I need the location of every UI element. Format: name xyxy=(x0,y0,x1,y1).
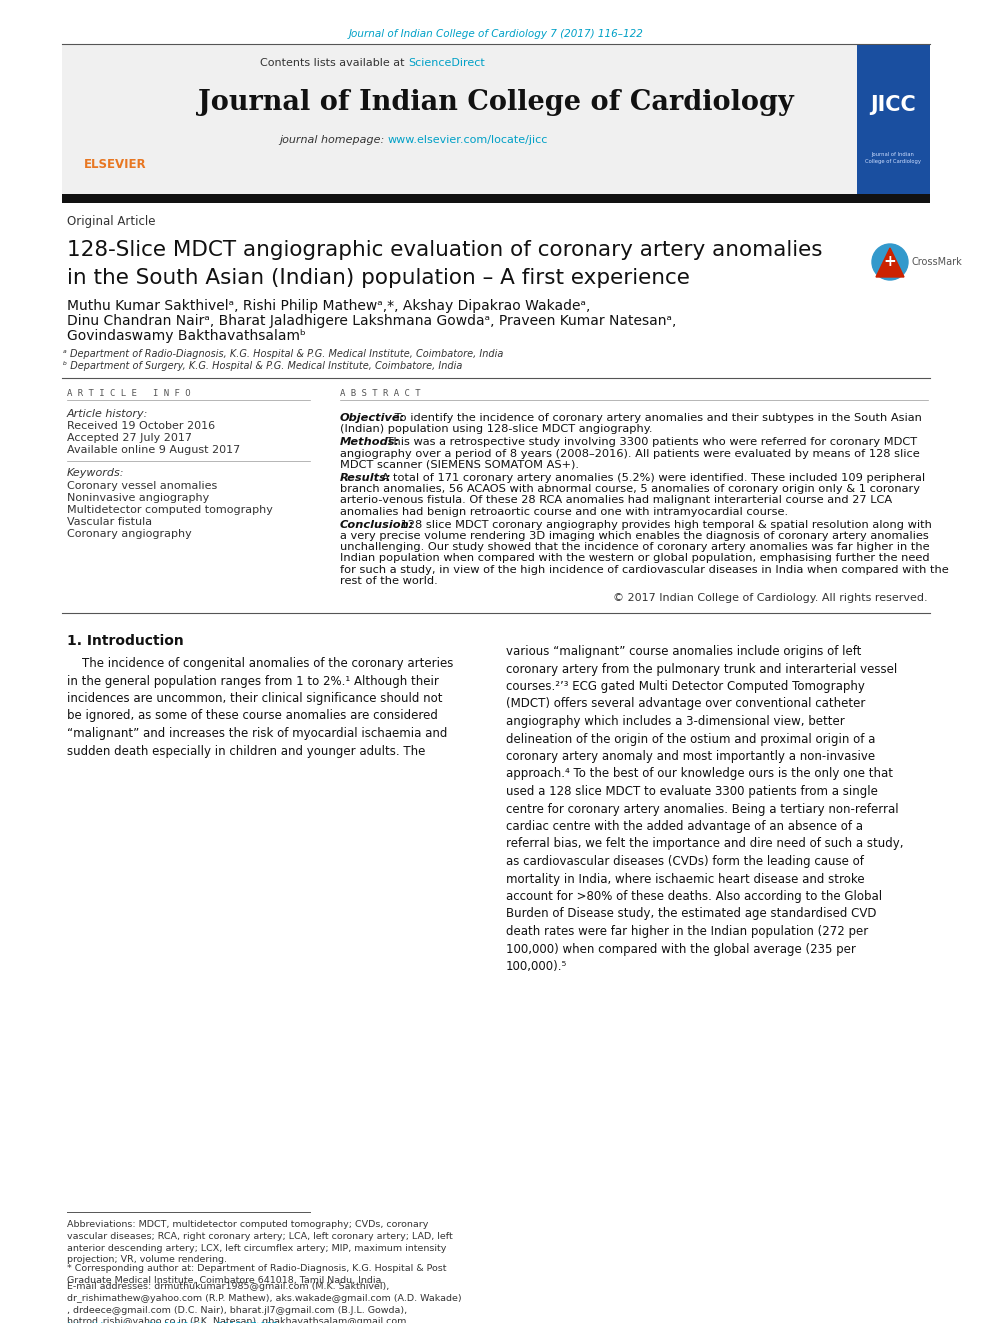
Text: branch anomalies, 56 ACAOS with abnormal course, 5 anomalies of coronary origin : branch anomalies, 56 ACAOS with abnormal… xyxy=(340,484,920,495)
Bar xyxy=(62,194,930,202)
Text: To identify the incidence of coronary artery anomalies and their subtypes in the: To identify the incidence of coronary ar… xyxy=(391,413,922,423)
Bar xyxy=(857,45,930,194)
Polygon shape xyxy=(876,247,904,277)
Text: Dinu Chandran Nairᵃ, Bharat Jaladhigere Lakshmana Gowdaᵃ, Praveen Kumar Natesanᵃ: Dinu Chandran Nairᵃ, Bharat Jaladhigere … xyxy=(67,314,677,328)
Text: Abbreviations: MDCT, multidetector computed tomography; CVDs, coronary
vascular : Abbreviations: MDCT, multidetector compu… xyxy=(67,1220,452,1265)
Text: Govindaswamy Bakthavathsalamᵇ: Govindaswamy Bakthavathsalamᵇ xyxy=(67,329,306,343)
Text: angiography over a period of 8 years (2008–2016). All patients were evaluated by: angiography over a period of 8 years (20… xyxy=(340,448,920,459)
Text: This was a retrospective study involving 3300 patients who were referred for cor: This was a retrospective study involving… xyxy=(383,438,918,447)
Text: 128 slice MDCT coronary angiography provides high temporal & spatial resolution : 128 slice MDCT coronary angiography prov… xyxy=(397,520,931,529)
Text: a very precise volume rendering 3D imaging which enables the diagnosis of corona: a very precise volume rendering 3D imagi… xyxy=(340,531,929,541)
Text: Objective:: Objective: xyxy=(340,413,405,423)
Text: arterio-venous fistula. Of these 28 RCA anomalies had malignant interarterial co: arterio-venous fistula. Of these 28 RCA … xyxy=(340,495,892,505)
Text: unchallenging. Our study showed that the incidence of coronary artery anomalies : unchallenging. Our study showed that the… xyxy=(340,542,930,552)
Text: for such a study, in view of the high incidence of cardiovascular diseases in In: for such a study, in view of the high in… xyxy=(340,565,948,574)
Text: Methods:: Methods: xyxy=(340,438,400,447)
Text: Article history:: Article history: xyxy=(67,409,149,419)
Text: www.elsevier.com/locate/jicc: www.elsevier.com/locate/jicc xyxy=(388,135,549,146)
Text: Muthu Kumar Sakthivelᵃ, Rishi Philip Mathewᵃ,*, Akshay Dipakrao Wakadeᵃ,: Muthu Kumar Sakthivelᵃ, Rishi Philip Mat… xyxy=(67,299,590,314)
Text: Vascular fistula: Vascular fistula xyxy=(67,517,152,527)
Text: +: + xyxy=(884,254,897,270)
Text: Received 19 October 2016: Received 19 October 2016 xyxy=(67,421,215,431)
Text: ᵇ Department of Surgery, K.G. Hospital & P.G. Medical Institute, Coimbatore, Ind: ᵇ Department of Surgery, K.G. Hospital &… xyxy=(63,361,462,370)
Text: in the South Asian (Indian) population – A first experience: in the South Asian (Indian) population –… xyxy=(67,269,689,288)
Text: Coronary vessel anomalies: Coronary vessel anomalies xyxy=(67,482,217,491)
Text: ScienceDirect: ScienceDirect xyxy=(408,58,485,67)
Text: Journal of Indian College of Cardiology 7 (2017) 116–122: Journal of Indian College of Cardiology … xyxy=(348,29,644,38)
Text: ᵃ Department of Radio-Diagnosis, K.G. Hospital & P.G. Medical Institute, Coimbat: ᵃ Department of Radio-Diagnosis, K.G. Ho… xyxy=(63,349,503,359)
Text: A B S T R A C T: A B S T R A C T xyxy=(340,389,421,397)
Text: Journal of Indian College of Cardiology: Journal of Indian College of Cardiology xyxy=(198,90,794,116)
Text: Keywords:: Keywords: xyxy=(67,468,125,478)
Text: Accepted 27 July 2017: Accepted 27 July 2017 xyxy=(67,433,192,443)
Text: Results:: Results: xyxy=(340,474,392,483)
Text: various “malignant” course anomalies include origins of left
coronary artery fro: various “malignant” course anomalies inc… xyxy=(506,646,904,972)
Text: E-mail addresses: drmuthukumar1985@gmail.com (M.K. Sakthivel),
dr_rishimathew@ya: E-mail addresses: drmuthukumar1985@gmail… xyxy=(67,1282,461,1323)
Text: Journal of Indian
College of Cardiology: Journal of Indian College of Cardiology xyxy=(865,152,921,164)
Circle shape xyxy=(872,243,908,280)
Text: The incidence of congenital anomalies of the coronary arteries
in the general po: The incidence of congenital anomalies of… xyxy=(67,658,453,758)
Text: Multidetector computed tomography: Multidetector computed tomography xyxy=(67,505,273,515)
Text: anomalies had benign retroaortic course and one with intramyocardial course.: anomalies had benign retroaortic course … xyxy=(340,507,788,516)
Text: A total of 171 coronary artery anomalies (5.2%) were identified. These included : A total of 171 coronary artery anomalies… xyxy=(378,474,926,483)
Text: Contents lists available at: Contents lists available at xyxy=(260,58,408,67)
Text: © 2017 Indian College of Cardiology. All rights reserved.: © 2017 Indian College of Cardiology. All… xyxy=(613,593,928,603)
Text: 128-Slice MDCT angiographic evaluation of coronary artery anomalies: 128-Slice MDCT angiographic evaluation o… xyxy=(67,239,822,261)
Text: rest of the world.: rest of the world. xyxy=(340,576,437,586)
Bar xyxy=(62,45,930,194)
Text: Original Article: Original Article xyxy=(67,214,156,228)
Text: Conclusion:: Conclusion: xyxy=(340,520,415,529)
Text: CrossMark: CrossMark xyxy=(911,257,962,267)
Text: (Indian) population using 128-slice MDCT angiography.: (Indian) population using 128-slice MDCT… xyxy=(340,425,653,434)
Text: Noninvasive angiography: Noninvasive angiography xyxy=(67,493,209,503)
Text: Available online 9 August 2017: Available online 9 August 2017 xyxy=(67,445,240,455)
Text: MDCT scanner (SIEMENS SOMATOM AS+).: MDCT scanner (SIEMENS SOMATOM AS+). xyxy=(340,460,579,470)
Text: journal homepage:: journal homepage: xyxy=(280,135,388,146)
Text: ELSEVIER: ELSEVIER xyxy=(83,159,146,172)
Text: Coronary angiography: Coronary angiography xyxy=(67,529,191,538)
Text: 1. Introduction: 1. Introduction xyxy=(67,634,184,648)
Text: Indian population when compared with the western or global population, emphasisi: Indian population when compared with the… xyxy=(340,553,930,564)
Text: JICC: JICC xyxy=(870,95,916,115)
Text: * Corresponding author at: Department of Radio-Diagnosis, K.G. Hospital & Post
G: * Corresponding author at: Department of… xyxy=(67,1263,446,1285)
Text: A R T I C L E   I N F O: A R T I C L E I N F O xyxy=(67,389,190,397)
